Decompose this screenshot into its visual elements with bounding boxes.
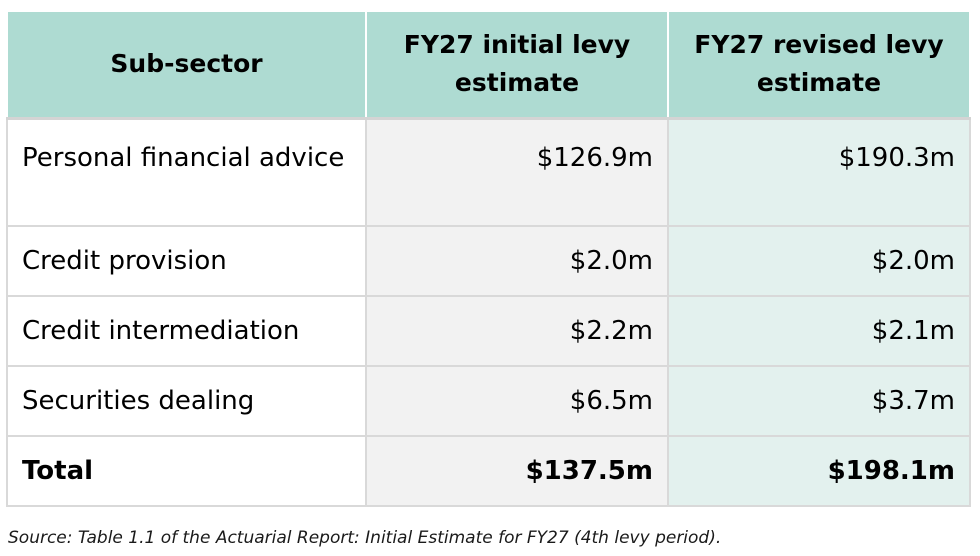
subsector-cell: Securities dealing (6, 365, 367, 437)
revised-levy-cell: $2.0m (667, 225, 971, 297)
source-note: Source: Table 1.1 of the Actuarial Repor… (8, 528, 722, 548)
subsector-cell: Credit provision (6, 225, 367, 297)
total-label: Total (6, 435, 367, 507)
subsector-cell: Personal financial advice (6, 117, 367, 227)
initial-levy-cell: $2.0m (365, 225, 669, 297)
table-body: Personal financial advice $126.9m $190.3… (6, 117, 971, 507)
initial-levy-cell: $2.2m (365, 295, 669, 367)
table-row: Personal financial advice $126.9m $190.3… (6, 117, 971, 227)
initial-levy-cell: $6.5m (365, 365, 669, 437)
total-revised-levy: $198.1m (667, 435, 971, 507)
table-row: Credit intermediation $2.2m $2.1m (6, 295, 971, 367)
header-row: Sub-sector FY27 initial levy estimate FY… (6, 12, 971, 118)
total-row: Total $137.5m $198.1m (6, 435, 971, 507)
revised-levy-cell: $190.3m (667, 117, 971, 227)
subsector-cell: Credit intermediation (6, 295, 367, 367)
header-revised-levy: FY27 revised levy estimate (667, 12, 971, 118)
levy-estimate-table: Sub-sector FY27 initial levy estimate FY… (6, 12, 971, 507)
header-initial-levy: FY27 initial levy estimate (365, 12, 669, 118)
initial-levy-cell: $126.9m (365, 117, 669, 227)
table-row: Securities dealing $6.5m $3.7m (6, 365, 971, 437)
header-subsector: Sub-sector (6, 12, 367, 118)
revised-levy-cell: $2.1m (667, 295, 971, 367)
total-initial-levy: $137.5m (365, 435, 669, 507)
table-row: Credit provision $2.0m $2.0m (6, 225, 971, 297)
table-header: Sub-sector FY27 initial levy estimate FY… (6, 12, 971, 118)
revised-levy-cell: $3.7m (667, 365, 971, 437)
